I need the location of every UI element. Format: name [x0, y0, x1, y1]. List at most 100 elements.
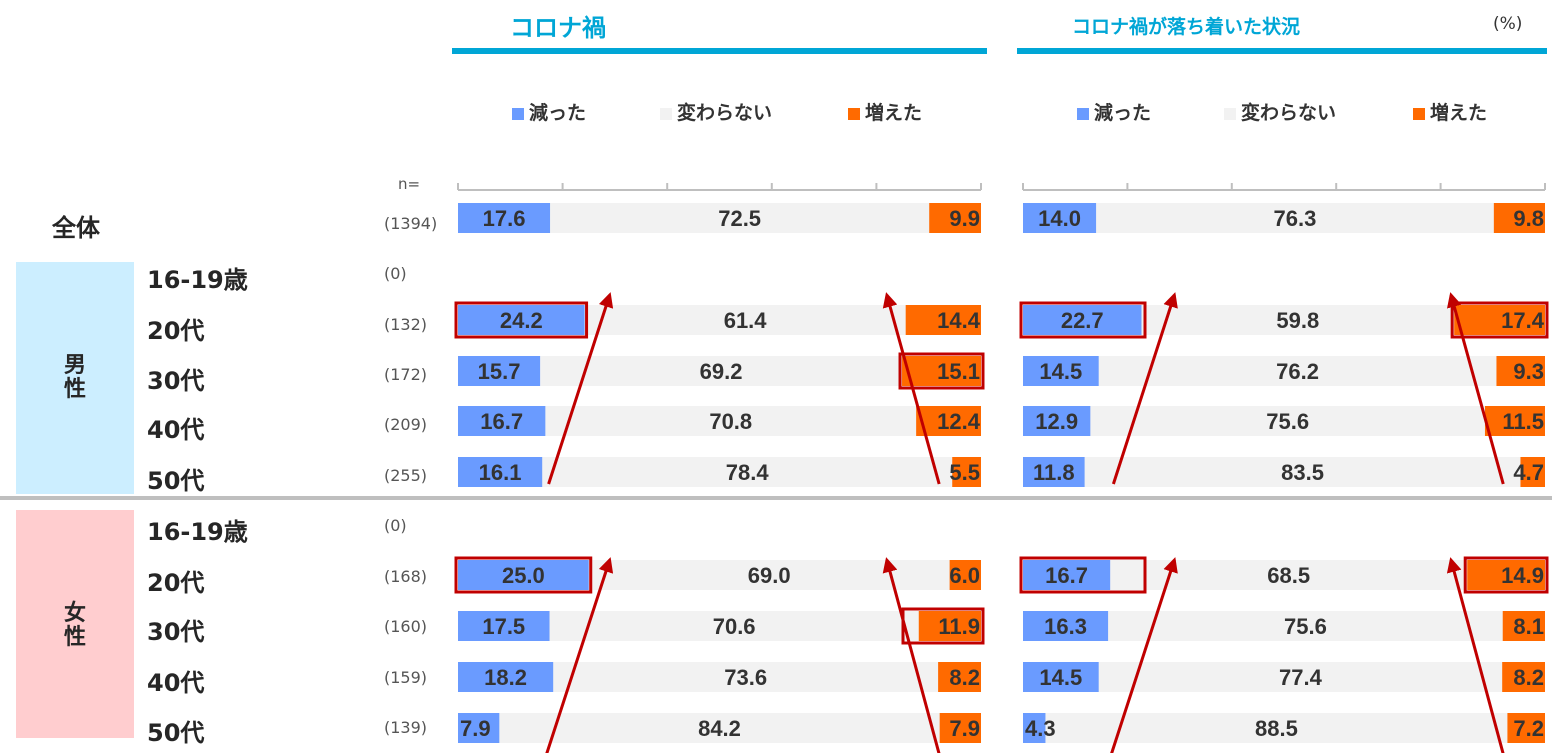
sample-size: (159) [384, 668, 428, 687]
bar-increased [1502, 611, 1545, 641]
bar-unchanged [458, 457, 981, 487]
data-label-decreased: 11.8 [1033, 460, 1075, 485]
trend-arrow-decreased [1110, 557, 1178, 753]
data-label-increased: 8.2 [949, 665, 980, 690]
data-label-decreased: 16.7 [480, 409, 523, 434]
bar-unchanged [458, 356, 981, 386]
bar-unchanged [1023, 457, 1545, 487]
data-label-decreased: 16.3 [1044, 614, 1087, 639]
bar-increased [918, 611, 981, 641]
data-label-unchanged: 69.2 [700, 359, 743, 384]
row-label: 16-19歳 [147, 518, 248, 546]
data-label-decreased: 14.5 [1039, 359, 1082, 384]
n-prefix-label: n= [398, 175, 421, 193]
legend-swatch-increased [848, 108, 860, 120]
row-label: 50代 [147, 719, 205, 747]
legend-swatch-increased [1413, 108, 1425, 120]
data-label-increased: 6.0 [949, 563, 980, 588]
bar-increased [1496, 356, 1545, 386]
legend-text: 増えた [1430, 102, 1488, 124]
trend-arrow-increased [1447, 292, 1505, 485]
row-label-total: 全体 [52, 214, 100, 242]
data-label-decreased: 24.2 [500, 308, 543, 333]
bar-increased [938, 662, 981, 692]
bar-decreased [1023, 203, 1097, 233]
data-label-unchanged: 83.5 [1281, 460, 1324, 485]
bar-decreased [458, 406, 546, 436]
panel-title-after-corona: コロナ禍が落ち着いた状況 [1072, 16, 1301, 38]
sample-size: (132) [384, 315, 428, 334]
bar-unchanged [1023, 406, 1545, 436]
data-label-unchanged: 73.6 [724, 665, 767, 690]
legend-unchanged-p1: 変わらない [1224, 98, 1336, 125]
row-label: 20代 [147, 317, 205, 345]
legend-text: 変わらない [677, 102, 773, 124]
highlight-box [1019, 301, 1147, 339]
gender-block-male [16, 262, 134, 494]
bar-increased [949, 560, 981, 590]
sample-size: (255) [384, 466, 428, 485]
data-label-increased: 8.2 [1513, 665, 1544, 690]
data-label-increased: 15.1 [937, 359, 980, 384]
gender-label-female: 女 性 [63, 601, 86, 650]
highlight-box [901, 607, 985, 645]
bar-increased [905, 305, 981, 335]
legend-swatch-decreased [512, 108, 524, 120]
bar-increased [1520, 457, 1545, 487]
data-label-unchanged: 88.5 [1255, 716, 1298, 741]
sample-size: (0) [384, 516, 407, 535]
data-label-unchanged: 72.5 [718, 206, 761, 231]
legend-swatch-unchanged [1224, 108, 1236, 120]
bar-decreased [1023, 662, 1099, 692]
sample-size: (209) [384, 415, 428, 434]
bar-increased [1502, 662, 1545, 692]
title-underline-after-corona [1017, 48, 1547, 54]
data-label-unchanged: 70.8 [709, 409, 752, 434]
legend-swatch-unchanged [660, 108, 672, 120]
bar-decreased [1023, 457, 1085, 487]
data-label-increased: 17.4 [1501, 308, 1545, 333]
data-label-decreased: 22.7 [1061, 308, 1104, 333]
highlight-box [454, 556, 593, 594]
bar-unchanged [1023, 662, 1545, 692]
bar-unchanged [1023, 356, 1545, 386]
highlight-box [1019, 556, 1147, 594]
row-label: 30代 [147, 618, 205, 646]
data-label-increased: 12.4 [937, 409, 981, 434]
data-label-increased: 14.9 [1501, 563, 1544, 588]
bar-decreased [1023, 560, 1111, 590]
bar-increased [1484, 406, 1545, 436]
bar-unchanged [1023, 713, 1545, 743]
bar-decreased [458, 560, 589, 590]
data-label-increased: 7.2 [1513, 716, 1544, 741]
sample-size: (0) [384, 264, 407, 283]
legend-text: 変わらない [1241, 102, 1337, 124]
unit-label: (%) [1493, 14, 1523, 34]
bar-unchanged [458, 713, 981, 743]
data-label-unchanged: 77.4 [1279, 665, 1323, 690]
data-label-increased: 11.9 [938, 614, 980, 639]
bar-unchanged [1023, 611, 1545, 641]
bar-increased [916, 406, 981, 436]
bar-increased [939, 713, 981, 743]
bar-increased [902, 356, 981, 386]
legend-increased-p0: 増えた [848, 98, 922, 125]
bar-increased [929, 203, 981, 233]
panel-title-corona: コロナ禍 [510, 14, 606, 42]
row-label: 30代 [147, 367, 205, 395]
sample-size: (139) [384, 718, 428, 737]
legend-decreased-p1: 減った [1077, 98, 1151, 125]
trend-arrow-decreased [1111, 292, 1178, 485]
trend-arrow-increased [882, 292, 941, 485]
row-label: 20代 [147, 569, 205, 597]
row-label: 40代 [147, 416, 205, 444]
bar-increased [1507, 713, 1545, 743]
data-label-decreased: 14.5 [1039, 665, 1082, 690]
data-label-increased: 9.3 [1513, 359, 1544, 384]
data-label-unchanged: 69.0 [748, 563, 791, 588]
bar-decreased [1023, 305, 1142, 335]
data-label-increased: 9.8 [1513, 206, 1544, 231]
gender-block-female [16, 510, 134, 738]
gender-label-male: 男 性 [63, 353, 86, 402]
trend-arrow-decreased [547, 292, 614, 485]
